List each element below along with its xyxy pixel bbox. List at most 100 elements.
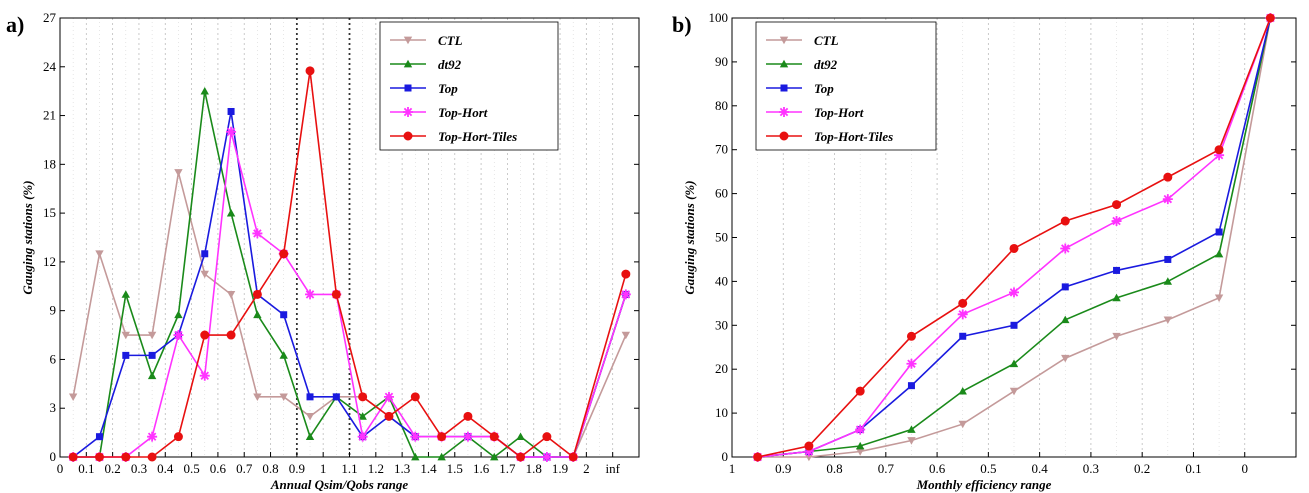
x-tick-label: 0.4 xyxy=(157,461,174,476)
data-point xyxy=(437,432,447,442)
legend-label: Top-Hort xyxy=(814,105,864,120)
y-tick-label: 6 xyxy=(50,351,57,366)
y-tick-label: 27 xyxy=(43,10,57,25)
data-point xyxy=(803,446,814,457)
x-tick-label: 0.3 xyxy=(1083,461,1099,476)
y-tick-label: 30 xyxy=(715,317,728,332)
data-point xyxy=(252,228,263,239)
data-point xyxy=(358,392,368,402)
x-tick-label: 0 xyxy=(57,461,64,476)
x-tick-label: 2 xyxy=(583,461,590,476)
data-point xyxy=(753,452,763,462)
data-point xyxy=(804,441,814,451)
legend-label: CTL xyxy=(438,33,463,48)
x-tick-label: inf xyxy=(605,461,620,476)
data-point xyxy=(280,311,288,319)
x-tick-label: 0 xyxy=(1241,461,1248,476)
data-point xyxy=(147,452,157,462)
series-top-hort-tiles xyxy=(753,13,1275,462)
x-tick-label: 1.5 xyxy=(447,461,463,476)
data-point xyxy=(94,452,104,462)
data-point xyxy=(199,370,210,381)
data-point xyxy=(1061,315,1070,324)
legend-marker xyxy=(404,84,412,92)
data-point xyxy=(122,351,130,359)
x-tick-label: 1.2 xyxy=(368,461,384,476)
data-point xyxy=(200,330,210,340)
data-point xyxy=(1163,277,1173,285)
data-point xyxy=(1112,332,1121,341)
legend: CTL dt92 Top Top-Hort Top-Hort-Tiles xyxy=(379,21,559,151)
data-point xyxy=(855,441,865,450)
legend-marker xyxy=(780,84,788,92)
data-point xyxy=(1214,294,1224,303)
data-point xyxy=(226,208,236,217)
data-point xyxy=(489,432,499,442)
y-tick-label: 40 xyxy=(715,273,728,288)
y-tick-label: 21 xyxy=(43,108,56,123)
data-point xyxy=(332,393,340,401)
data-point xyxy=(1009,387,1019,396)
data-point xyxy=(804,453,814,462)
x-tick-label: 0.8 xyxy=(826,461,842,476)
x-tick-label: 1.3 xyxy=(394,461,410,476)
x-tick-label: 1 xyxy=(729,461,736,476)
y-tick-label: 50 xyxy=(715,230,728,245)
data-point xyxy=(147,331,157,340)
data-point xyxy=(516,432,525,441)
data-point xyxy=(1215,228,1223,236)
data-point xyxy=(121,331,130,340)
data-point xyxy=(279,249,289,259)
data-point xyxy=(279,351,288,359)
legend-label: CTL xyxy=(814,33,839,48)
data-point xyxy=(410,431,421,442)
data-point xyxy=(253,393,262,402)
legend-label: dt92 xyxy=(438,57,462,72)
legend-marker xyxy=(403,131,413,141)
data-point xyxy=(200,86,209,95)
chart-panel-b: 0 10 20 30 40 50 60 70 80 90 100 1 0.9 0.8 0.7 0.6 0.5 0.… xyxy=(672,10,1297,492)
data-point xyxy=(906,358,917,369)
data-point xyxy=(305,412,315,421)
y-axis-title: Gauging stations (%) xyxy=(682,180,697,294)
data-point xyxy=(173,330,184,341)
x-tick-label: 0.8 xyxy=(262,461,278,476)
x-tick-label: 0.9 xyxy=(775,461,791,476)
x-tick-label: 0.4 xyxy=(1032,461,1049,476)
data-point xyxy=(147,371,157,380)
data-point xyxy=(1009,359,1019,368)
y-tick-label: 18 xyxy=(43,156,56,171)
legend-label: Top-Hort-Tiles xyxy=(814,129,893,144)
data-point xyxy=(1112,293,1121,302)
data-point xyxy=(958,420,967,429)
data-point xyxy=(305,432,315,441)
data-point xyxy=(95,433,103,441)
data-point xyxy=(855,424,866,435)
x-tick-label: 1 xyxy=(320,461,327,476)
legend-marker xyxy=(403,36,413,45)
x-tick-label: 1.4 xyxy=(420,461,437,476)
y-tick-label: 90 xyxy=(715,54,728,69)
data-point xyxy=(68,452,78,462)
data-point xyxy=(227,107,235,115)
data-point xyxy=(1265,13,1275,23)
y-tick-label: 0 xyxy=(722,449,729,464)
data-point xyxy=(201,250,209,258)
y-axis-title: Gauging stations (%) xyxy=(20,180,35,294)
data-point xyxy=(384,411,394,421)
x-tick-label: 0.9 xyxy=(289,461,305,476)
data-point xyxy=(907,382,915,390)
data-point xyxy=(68,393,78,402)
data-point xyxy=(907,425,916,433)
data-point xyxy=(958,386,967,395)
data-point xyxy=(1060,216,1070,226)
data-point xyxy=(516,452,526,462)
data-point xyxy=(147,431,158,442)
data-point xyxy=(541,452,552,462)
y-tick-label: 9 xyxy=(50,303,57,318)
data-point xyxy=(411,452,420,461)
data-point xyxy=(226,291,236,299)
data-point xyxy=(357,431,368,442)
data-point xyxy=(226,126,237,137)
